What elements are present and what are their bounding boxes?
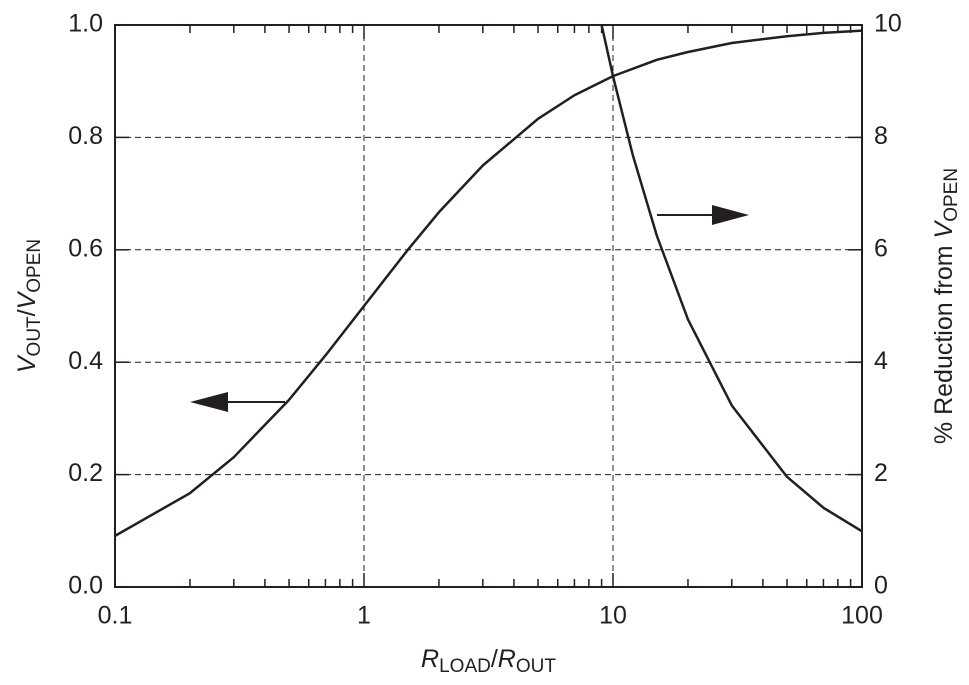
ylabel-part: OPEN (24, 239, 45, 293)
plot-frame (114, 24, 863, 588)
y2-tick-label: 6 (874, 234, 888, 262)
y-tick-label: 0.6 (68, 234, 103, 262)
y2label-part: V (930, 219, 958, 238)
line-series (114, 29, 863, 537)
xlabel: RLOAD/ROUT (421, 645, 556, 677)
arrow-right-head (712, 205, 749, 225)
xlabel-part: / (491, 645, 498, 673)
x-tick-label: 10 (599, 602, 627, 630)
y2-tick-label: 2 (874, 459, 888, 487)
y-tick-label: 0.8 (68, 122, 103, 150)
ylabel-part: V (13, 290, 41, 309)
y2-tick-label: 4 (874, 347, 888, 375)
x-tick-label: 100 (841, 602, 883, 630)
y2label: % Reduction from VOPEN (930, 168, 962, 444)
y-tick-label: 0.2 (68, 459, 103, 487)
xlabel-part: OUT (516, 656, 557, 677)
y2label-part: % Reduction from (930, 238, 958, 444)
ylabel-part: / (13, 309, 41, 316)
ylabel-part: V (13, 354, 41, 373)
line-series (600, 24, 863, 533)
ylabel: VOUT/VOPEN (13, 239, 45, 373)
xlabel-part: R (421, 645, 439, 673)
y-tick-label: 0.0 (68, 572, 103, 600)
y2-tick-label: 10 (874, 10, 902, 38)
y2-tick-label: 8 (874, 122, 888, 150)
ylabel-part: OUT (24, 316, 45, 357)
xlabel-part: R (498, 645, 516, 673)
y-tick-label: 0.4 (68, 347, 103, 375)
y2label-part: OPEN (941, 168, 962, 222)
x-tick-label: 0.1 (98, 602, 133, 630)
arrow-left-head (190, 392, 228, 412)
y-tick-label: 1.0 (68, 10, 103, 38)
x-tick-label: 1 (357, 602, 371, 630)
y2-tick-label: 0 (874, 572, 888, 600)
xlabel-part: LOAD (439, 656, 491, 677)
